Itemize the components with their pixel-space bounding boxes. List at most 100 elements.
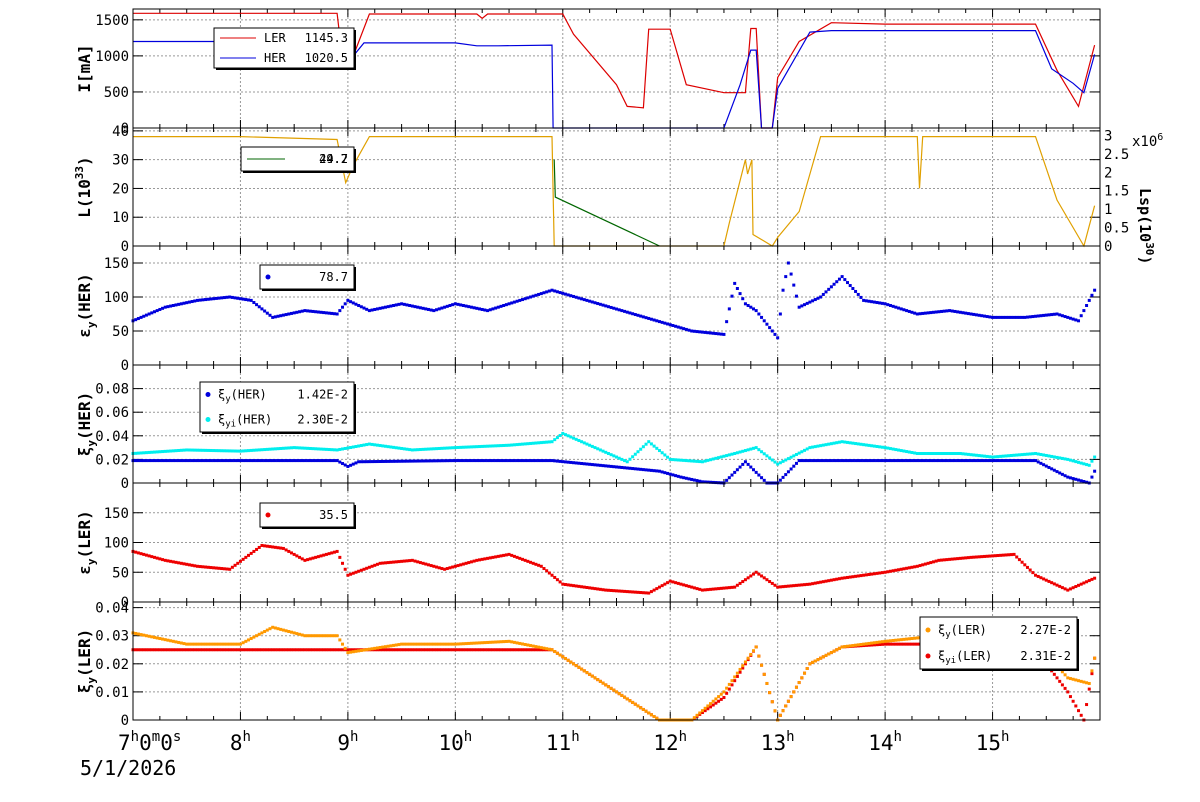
y-tick-label: 0.08 bbox=[95, 382, 129, 398]
data-point bbox=[615, 307, 618, 311]
data-point bbox=[343, 567, 347, 571]
data-point bbox=[271, 648, 275, 652]
data-point bbox=[440, 642, 444, 646]
data-point bbox=[698, 479, 702, 483]
data-point bbox=[534, 459, 538, 463]
data-point bbox=[1082, 462, 1086, 466]
data-point bbox=[609, 464, 613, 468]
data-point bbox=[486, 444, 490, 448]
data-point bbox=[378, 561, 382, 565]
data-point bbox=[271, 315, 275, 319]
data-point bbox=[641, 468, 645, 472]
data-point bbox=[1050, 467, 1054, 471]
data-point bbox=[915, 312, 919, 316]
data-point bbox=[636, 467, 640, 471]
data-point bbox=[271, 545, 275, 549]
data-point bbox=[300, 557, 304, 561]
data-point bbox=[322, 634, 326, 638]
data-point bbox=[174, 449, 178, 453]
data-point bbox=[1025, 452, 1029, 456]
data-point bbox=[265, 459, 269, 463]
data-point bbox=[469, 445, 473, 449]
legend-label: ξyi(LER) bbox=[938, 649, 992, 666]
data-point bbox=[636, 450, 640, 454]
data-point bbox=[281, 546, 285, 550]
data-point bbox=[843, 645, 847, 649]
data-point bbox=[1012, 552, 1016, 556]
data-point bbox=[569, 435, 573, 439]
data-point bbox=[206, 297, 210, 301]
data-point bbox=[760, 663, 764, 667]
data-point bbox=[169, 639, 173, 643]
data-point bbox=[598, 463, 602, 467]
x-tick-hour: 10 bbox=[438, 731, 463, 755]
data-point bbox=[435, 565, 439, 569]
data-point bbox=[915, 636, 919, 640]
data-point bbox=[888, 639, 892, 643]
data-point bbox=[512, 640, 516, 644]
data-point bbox=[668, 579, 672, 583]
data-point bbox=[287, 630, 291, 633]
data-point bbox=[770, 458, 774, 462]
data-point bbox=[502, 304, 506, 307]
data-point bbox=[897, 448, 901, 452]
data-point bbox=[273, 648, 277, 652]
data-point bbox=[840, 576, 844, 580]
data-point bbox=[1028, 452, 1032, 456]
data-point bbox=[811, 459, 815, 463]
data-point bbox=[1004, 459, 1008, 463]
data-point bbox=[1058, 679, 1062, 683]
data-point bbox=[714, 697, 718, 701]
data-point bbox=[375, 460, 379, 464]
data-point bbox=[155, 459, 159, 463]
data-point bbox=[324, 311, 328, 315]
data-point bbox=[362, 460, 366, 464]
data-point bbox=[300, 648, 304, 652]
data-point bbox=[281, 313, 285, 317]
data-point bbox=[212, 459, 216, 463]
data-point bbox=[875, 640, 879, 644]
data-point bbox=[1090, 669, 1094, 673]
data-point bbox=[980, 555, 984, 559]
data-point bbox=[365, 460, 369, 464]
data-point bbox=[991, 455, 995, 459]
data-point bbox=[349, 463, 353, 467]
data-point bbox=[279, 459, 283, 463]
data-point bbox=[864, 459, 868, 463]
data-point bbox=[158, 648, 162, 652]
data-point bbox=[1058, 584, 1062, 588]
data-point bbox=[437, 307, 441, 311]
data-point bbox=[1001, 553, 1005, 557]
data-point bbox=[435, 459, 439, 463]
y-axis-label-sub: y bbox=[85, 558, 98, 565]
data-point bbox=[1079, 582, 1083, 586]
data-point bbox=[459, 459, 463, 463]
data-point bbox=[829, 578, 833, 582]
data-point bbox=[553, 289, 557, 293]
data-point bbox=[510, 640, 514, 644]
data-point bbox=[781, 709, 785, 713]
data-point bbox=[805, 459, 809, 463]
data-point bbox=[464, 445, 468, 449]
data-point bbox=[316, 555, 320, 559]
data-point bbox=[392, 445, 396, 449]
data-point bbox=[1066, 457, 1070, 461]
data-point bbox=[238, 642, 242, 646]
data-point bbox=[733, 675, 737, 679]
data-point bbox=[209, 459, 213, 463]
data-point bbox=[717, 456, 721, 460]
data-point bbox=[230, 565, 234, 569]
data-point bbox=[894, 448, 898, 452]
data-point bbox=[1031, 452, 1035, 456]
data-point bbox=[257, 632, 261, 636]
data-point bbox=[139, 459, 143, 463]
data-point bbox=[808, 300, 812, 304]
legend-swatch bbox=[925, 653, 931, 659]
data-point bbox=[580, 667, 584, 671]
data-point bbox=[604, 304, 608, 308]
data-point bbox=[273, 315, 277, 319]
data-point bbox=[359, 568, 363, 572]
data-point bbox=[520, 298, 524, 302]
data-point bbox=[682, 476, 686, 480]
